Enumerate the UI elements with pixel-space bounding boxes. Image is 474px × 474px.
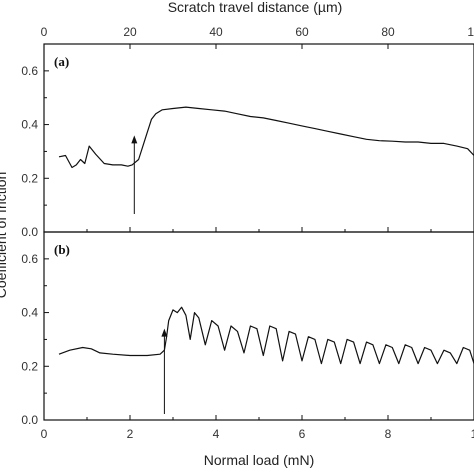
y-tick-label-b: 0.6 — [21, 252, 38, 266]
panel-a-label: (a) — [54, 54, 69, 69]
panel-b-plot: 0.0 0.2 0.4 0.6 0 2 4 6 8 1 — [21, 252, 474, 441]
y-axis-title: Coefficient of friction — [0, 172, 9, 299]
panel-b-frame — [43, 231, 474, 421]
x-tick-label: 1 — [471, 427, 474, 441]
y-tick-label-a: 0.4 — [21, 118, 38, 132]
top-tick-label: 10 — [467, 25, 474, 39]
x-axis-title: Normal load (mN) — [204, 452, 314, 468]
x-tick-label: 6 — [299, 427, 306, 441]
panel-b-label: (b) — [54, 242, 70, 257]
y-tick-label-a: 0.0 — [21, 225, 38, 239]
top-tick-label: 40 — [209, 25, 223, 39]
panel-a-frame — [43, 43, 474, 233]
y-tick-label-b: 0.2 — [21, 359, 38, 373]
critical-load-arrowhead-a — [131, 135, 138, 144]
top-axis-title: Scratch travel distance (µm) — [168, 0, 343, 15]
top-tick-label: 20 — [123, 25, 137, 39]
top-tick-label: 0 — [41, 25, 48, 39]
x-tick-label: 0 — [41, 427, 48, 441]
series-line-a — [58, 106, 474, 169]
series-line-b — [58, 306, 474, 365]
top-tick-label: 60 — [295, 25, 309, 39]
panel-a-plot: 0.0 0.2 0.4 0.6 0 20 40 60 80 10 — [21, 25, 474, 239]
y-tick-label-b: 0.4 — [21, 306, 38, 320]
critical-load-arrowhead-b — [161, 328, 168, 337]
y-tick-label-a: 0.2 — [21, 171, 38, 185]
y-tick-label-a: 0.6 — [21, 64, 38, 78]
top-tick-label: 80 — [381, 25, 395, 39]
x-tick-label: 2 — [127, 427, 134, 441]
x-tick-label: 8 — [385, 427, 392, 441]
x-tick-label: 4 — [213, 427, 220, 441]
y-tick-label-b: 0.0 — [21, 413, 38, 427]
